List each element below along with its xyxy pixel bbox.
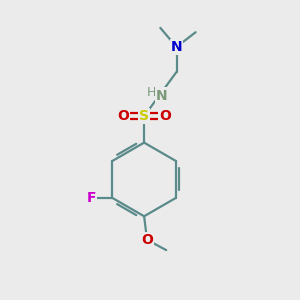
Text: H: H <box>147 86 156 99</box>
Text: O: O <box>117 109 129 123</box>
Text: N: N <box>156 88 168 103</box>
Text: F: F <box>87 191 96 205</box>
Text: S: S <box>139 109 149 123</box>
Text: N: N <box>171 40 182 54</box>
Text: O: O <box>159 109 171 123</box>
Text: O: O <box>141 233 153 247</box>
